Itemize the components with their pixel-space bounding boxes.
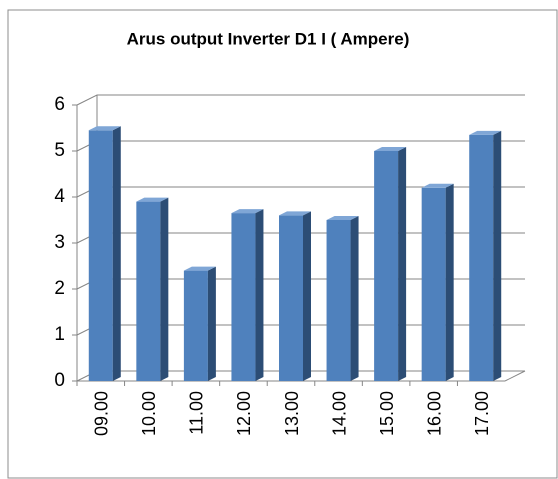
y-tick-label: 5	[54, 140, 65, 161]
bar-front	[326, 220, 351, 381]
bar-side	[493, 130, 502, 381]
bar-front	[88, 130, 113, 381]
bar	[279, 211, 311, 381]
grid-line	[76, 94, 525, 106]
y-tick-label: 6	[54, 94, 65, 115]
y-tick-label: 2	[54, 278, 65, 299]
bar-top	[88, 126, 121, 131]
bar	[183, 266, 216, 381]
x-tick-label: 09.00	[92, 391, 112, 436]
bar-front	[136, 201, 161, 381]
bar	[136, 197, 169, 381]
x-tick-label: 10.00	[139, 391, 159, 436]
bar-front	[469, 134, 494, 381]
bar-top	[326, 216, 359, 220]
chart-frame	[7, 9, 558, 479]
bar-front	[183, 270, 208, 381]
bar-side	[160, 197, 169, 381]
bar	[326, 216, 359, 381]
bar-top	[231, 209, 264, 214]
bar-side	[350, 216, 359, 381]
bar-front	[279, 215, 303, 381]
bar-top	[469, 130, 502, 135]
bar-front	[374, 151, 399, 381]
bar-top	[183, 266, 216, 271]
x-tick-label: 17.00	[472, 391, 492, 436]
chart-title: Arus output Inverter D1 I ( Ampere)	[127, 29, 410, 48]
bar-top	[279, 211, 311, 216]
grid-line	[76, 140, 525, 152]
y-tick-label: 0	[54, 370, 65, 391]
bar	[469, 130, 502, 381]
bar-side	[112, 126, 121, 381]
bar-front	[231, 213, 256, 381]
bar-top	[136, 197, 169, 202]
bar-side	[255, 209, 264, 381]
x-tick-label: 16.00	[424, 391, 444, 436]
bar	[421, 183, 454, 381]
y-tick-label: 1	[54, 324, 65, 345]
bar-top	[421, 183, 454, 188]
x-tick-label: 14.00	[329, 391, 349, 436]
bar	[374, 147, 407, 381]
axis-line	[504, 370, 526, 382]
bar-side	[207, 266, 216, 381]
x-tick-label: 12.00	[234, 391, 254, 436]
bar-top	[374, 147, 407, 151]
bar	[231, 209, 264, 381]
bar-side	[445, 183, 454, 381]
x-tick-label: 11.00	[187, 391, 207, 435]
y-tick-label: 4	[54, 186, 65, 207]
bar-front	[421, 187, 446, 381]
bar-side	[303, 211, 311, 381]
x-tick-label: 13.00	[282, 391, 302, 436]
bar-side	[398, 147, 407, 381]
grid-line	[76, 186, 525, 198]
bar	[88, 126, 121, 381]
y-tick-label: 3	[54, 232, 65, 253]
x-tick-label: 15.00	[377, 391, 397, 436]
